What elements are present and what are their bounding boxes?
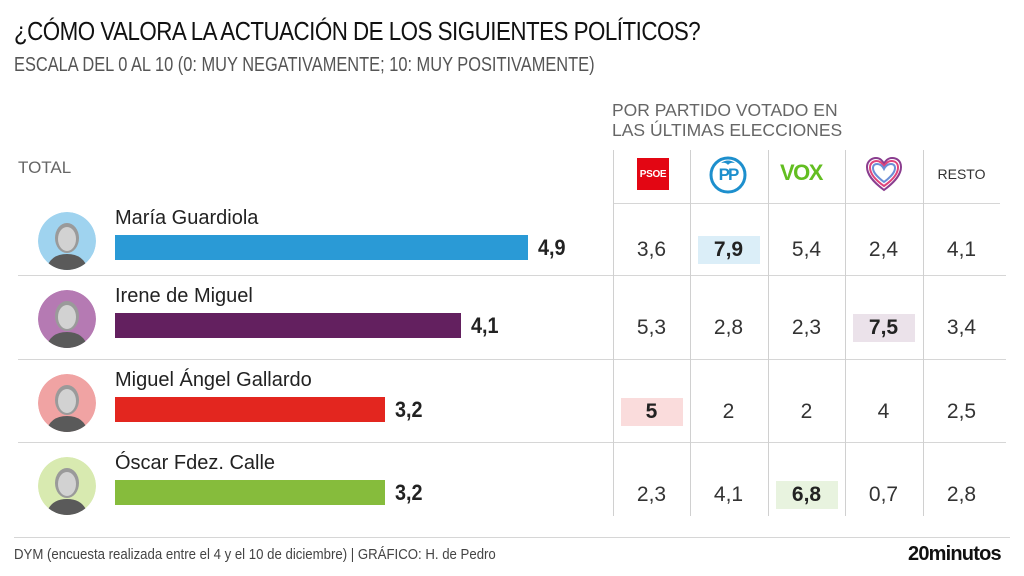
table-cell: 2,3 (613, 481, 690, 509)
table-cell-value: 2 (722, 399, 735, 423)
party-header-line2: LAS ÚLTIMAS ELECCIONES (612, 120, 843, 140)
table-cell: 3,6 (613, 236, 690, 264)
bar (115, 480, 385, 505)
table-cell: 5,3 (613, 314, 690, 342)
chart-subtitle: ESCALA DEL 0 AL 10 (0: MUY NEGATIVAMENTE… (14, 54, 595, 76)
table-cell-value: 2,8 (946, 483, 977, 506)
bar-value-label: 4,1 (470, 313, 499, 338)
bar-value-label: 3,2 (394, 480, 423, 505)
politician-name: Óscar Fdez. Calle (115, 452, 276, 474)
table-cell-value: 7,5 (852, 314, 915, 342)
column-divider (923, 150, 924, 516)
chart-title: ¿CÓMO VALORA LA ACTUACIÓN DE LOS SIGUIEN… (14, 16, 701, 46)
table-cell: 7,9 (690, 236, 767, 264)
bar (115, 396, 385, 422)
bar-value-label: 4,9 (538, 235, 566, 260)
party-header-line1: POR PARTIDO VOTADO EN (612, 100, 838, 120)
politician-avatar (38, 212, 96, 270)
table-cell: 4 (845, 398, 922, 426)
resto-label: RESTO (923, 166, 1000, 184)
table-cell: 2,3 (768, 314, 845, 342)
table-cell-value: 2,8 (713, 316, 744, 339)
psoe-logo-icon: PSOE (637, 158, 669, 190)
heart-logo-icon (864, 155, 904, 195)
politician-name: Irene de Miguel (115, 285, 253, 307)
politician-avatar (38, 457, 96, 515)
table-cell: 0,7 (845, 481, 922, 509)
pp-logo-text: PP (718, 165, 740, 184)
politician-name: Miguel Ángel Gallardo (115, 368, 312, 391)
table-cell: 7,5 (845, 314, 922, 342)
table-cell: 2,8 (690, 314, 767, 342)
table-cell-value: 6,8 (775, 481, 838, 509)
psoe-logo-text: PSOE (639, 168, 667, 180)
table-cell-value: 2,4 (868, 238, 899, 261)
table-cell-value: 4,1 (946, 238, 977, 261)
footer-brand-logo: 20minutos (908, 543, 1002, 565)
politician-avatar (38, 290, 96, 348)
row-separator (18, 275, 1006, 276)
vox-logo-text: VOX (780, 160, 823, 185)
resto-label-text: RESTO (937, 166, 986, 182)
table-cell: 2 (768, 398, 845, 426)
table-cell: 4,1 (923, 236, 1000, 264)
table-cell: 2,5 (923, 398, 1000, 426)
column-divider (613, 150, 614, 516)
table-cell: 5,4 (768, 236, 845, 264)
total-label: TOTAL (18, 158, 72, 177)
table-cell-value: 4 (877, 399, 890, 423)
party-header: POR PARTIDO VOTADO EN LAS ÚLTIMAS ELECCI… (612, 100, 842, 140)
bar-value-label: 3,2 (394, 396, 423, 422)
pp-logo-icon: PP (708, 154, 748, 194)
table-cell-value: 7,9 (697, 236, 760, 264)
table-cell-value: 2 (800, 399, 813, 423)
table-cell-value: 2,3 (791, 316, 822, 339)
table-cell-value: 5 (620, 397, 683, 426)
table-cell-value: 2,3 (636, 483, 667, 506)
column-divider (690, 150, 691, 516)
row-separator (18, 442, 1006, 443)
row-separator (18, 359, 1006, 360)
footer-source: DYM (encuesta realizada entre el 4 y el … (14, 546, 496, 563)
politician-name: María Guardiola (115, 207, 259, 229)
table-cell-value: 4,1 (713, 483, 744, 506)
table-cell: 3,4 (923, 314, 1000, 342)
bar (115, 313, 461, 338)
table-cell-value: 2,5 (946, 399, 977, 423)
table-cell-value: 3,6 (636, 238, 667, 261)
bar (115, 235, 529, 260)
table-cell-value: 5,3 (636, 316, 667, 339)
vox-logo-icon: VOX (780, 160, 832, 188)
table-top-line (613, 203, 1000, 204)
footer-divider (14, 537, 1010, 538)
table-cell: 2 (690, 398, 767, 426)
table-cell: 6,8 (768, 481, 845, 509)
table-cell-value: 5,4 (791, 238, 822, 261)
table-cell: 2,8 (923, 481, 1000, 509)
table-cell: 4,1 (690, 481, 767, 509)
table-cell: 2,4 (845, 236, 922, 264)
column-divider (845, 150, 846, 516)
table-cell-value: 3,4 (946, 316, 977, 339)
column-divider (768, 150, 769, 516)
table-cell: 5 (613, 397, 690, 426)
politician-avatar (38, 373, 96, 432)
table-cell-value: 0,7 (868, 483, 899, 506)
